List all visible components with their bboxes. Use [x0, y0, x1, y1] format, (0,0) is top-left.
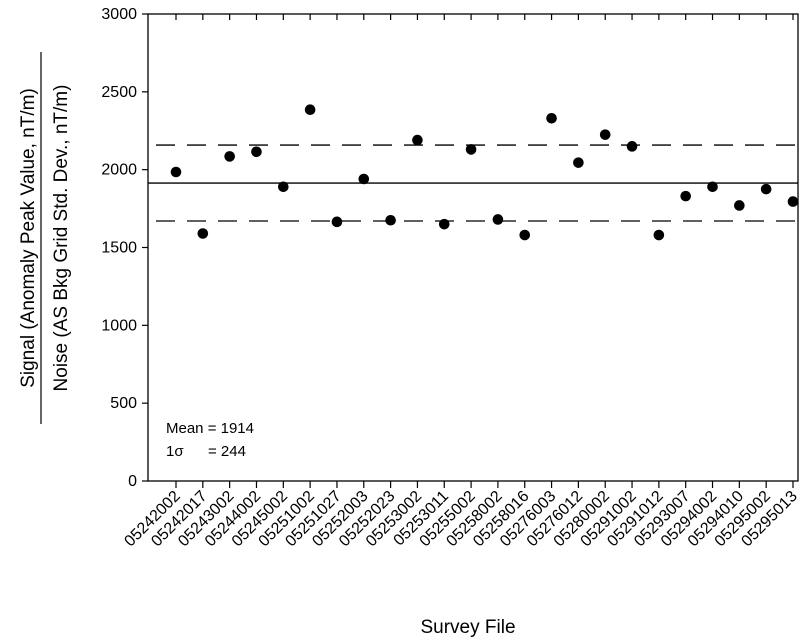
y-axis-title: Signal (Anomaly Peak Value, nT/m) Noise … — [18, 52, 72, 424]
x-axis-ticks: 0524200205242017052430020524400205245002… — [121, 14, 801, 550]
data-point — [707, 181, 718, 193]
y-tick-label: 1500 — [101, 240, 137, 257]
y-tick-label: 2000 — [101, 162, 137, 179]
data-point — [438, 218, 450, 230]
data-point — [734, 200, 745, 211]
data-point — [519, 229, 531, 241]
data-point — [385, 214, 396, 226]
data-point — [304, 104, 316, 116]
data-point — [170, 166, 182, 178]
reference-lines — [148, 144, 798, 222]
data-point — [573, 157, 584, 168]
y-tick-label: 0 — [128, 473, 137, 490]
data-point — [412, 134, 423, 146]
data-point — [251, 146, 262, 158]
data-point — [680, 190, 691, 202]
y-axis-ticks: 0 500 1000 1500 2000 2500 3000 — [101, 6, 148, 490]
x-axis-title: Survey File — [420, 617, 515, 638]
data-point — [626, 141, 638, 152]
y-axis-title-signal: Signal (Anomaly Peak Value, nT/m) — [18, 88, 39, 388]
data-point — [358, 173, 370, 185]
mean-annotation: Mean = 1914 — [166, 420, 254, 437]
data-point — [492, 214, 504, 225]
y-tick-label: 1000 — [101, 317, 137, 334]
data-point — [197, 228, 209, 239]
stats-annotation: Mean = 1914 1σ = 244 — [166, 420, 254, 460]
data-point — [787, 196, 799, 207]
y-tick-label: 500 — [110, 395, 137, 412]
data-point — [653, 229, 665, 241]
plot-frame — [147, 13, 799, 482]
data-point — [278, 181, 289, 193]
data-point — [465, 144, 477, 155]
sigma-label: 1σ — [166, 443, 184, 460]
data-point — [760, 183, 772, 195]
y-tick-label: 3000 — [101, 6, 137, 23]
data-point — [546, 112, 557, 124]
data-point — [599, 129, 611, 140]
data-point — [331, 216, 343, 228]
y-tick-label: 2500 — [101, 84, 137, 101]
data-points — [170, 104, 799, 241]
y-axis-title-noise: Noise (AS Bkg Grid Std. Dev., nT/m) — [51, 85, 72, 392]
data-point — [224, 151, 235, 162]
sigma-value: = 244 — [208, 443, 246, 460]
